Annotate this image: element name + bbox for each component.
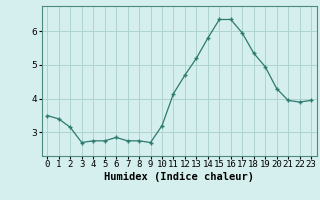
X-axis label: Humidex (Indice chaleur): Humidex (Indice chaleur) [104,172,254,182]
